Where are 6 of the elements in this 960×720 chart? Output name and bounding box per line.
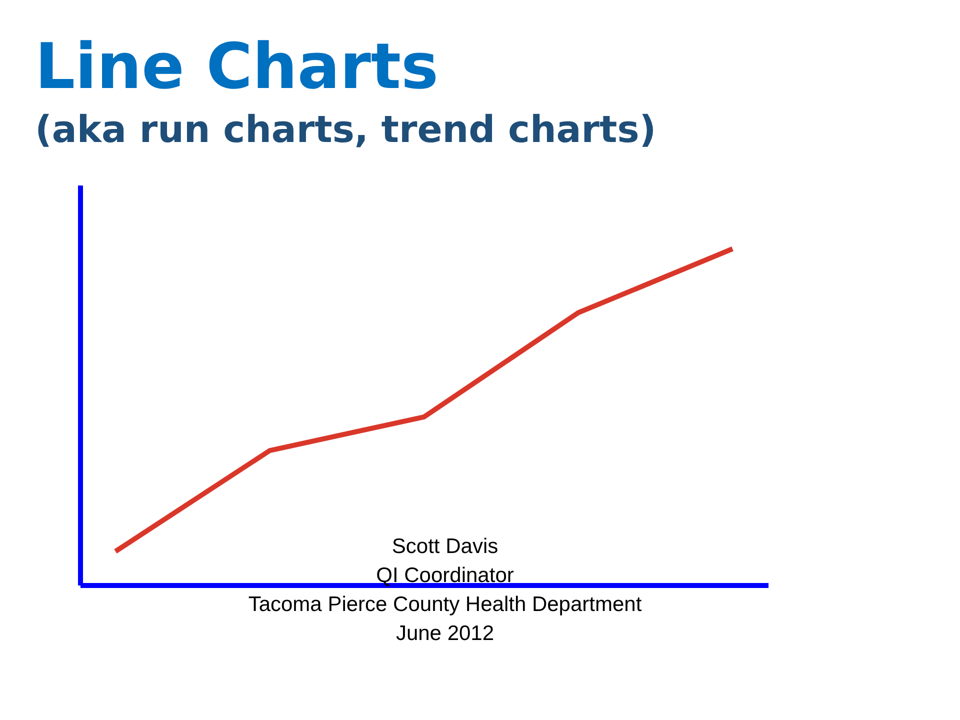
- annotation: Scott Davis: [392, 535, 498, 558]
- chart-title: Line Charts: [35, 30, 439, 103]
- text: June 2012: [396, 622, 494, 645]
- annotation: QI Coordinator: [376, 564, 514, 587]
- chart-subtitle: (aka run charts, trend charts): [35, 108, 656, 151]
- text: Tacoma Pierce County Health Department: [248, 593, 642, 616]
